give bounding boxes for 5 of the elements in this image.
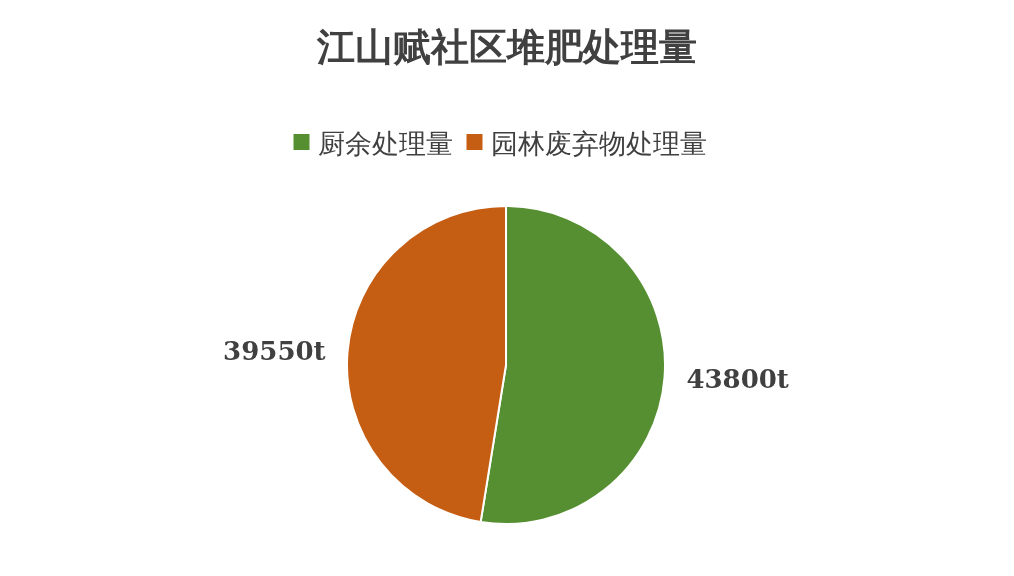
data-label: 43800t xyxy=(686,364,789,395)
legend-label: 厨余处理量 xyxy=(317,128,453,159)
chart-title: 江山赋社区堆肥处理量 xyxy=(316,25,697,69)
legend-label: 园林废弃物处理量 xyxy=(490,128,707,159)
data-label: 39550t xyxy=(223,335,326,366)
